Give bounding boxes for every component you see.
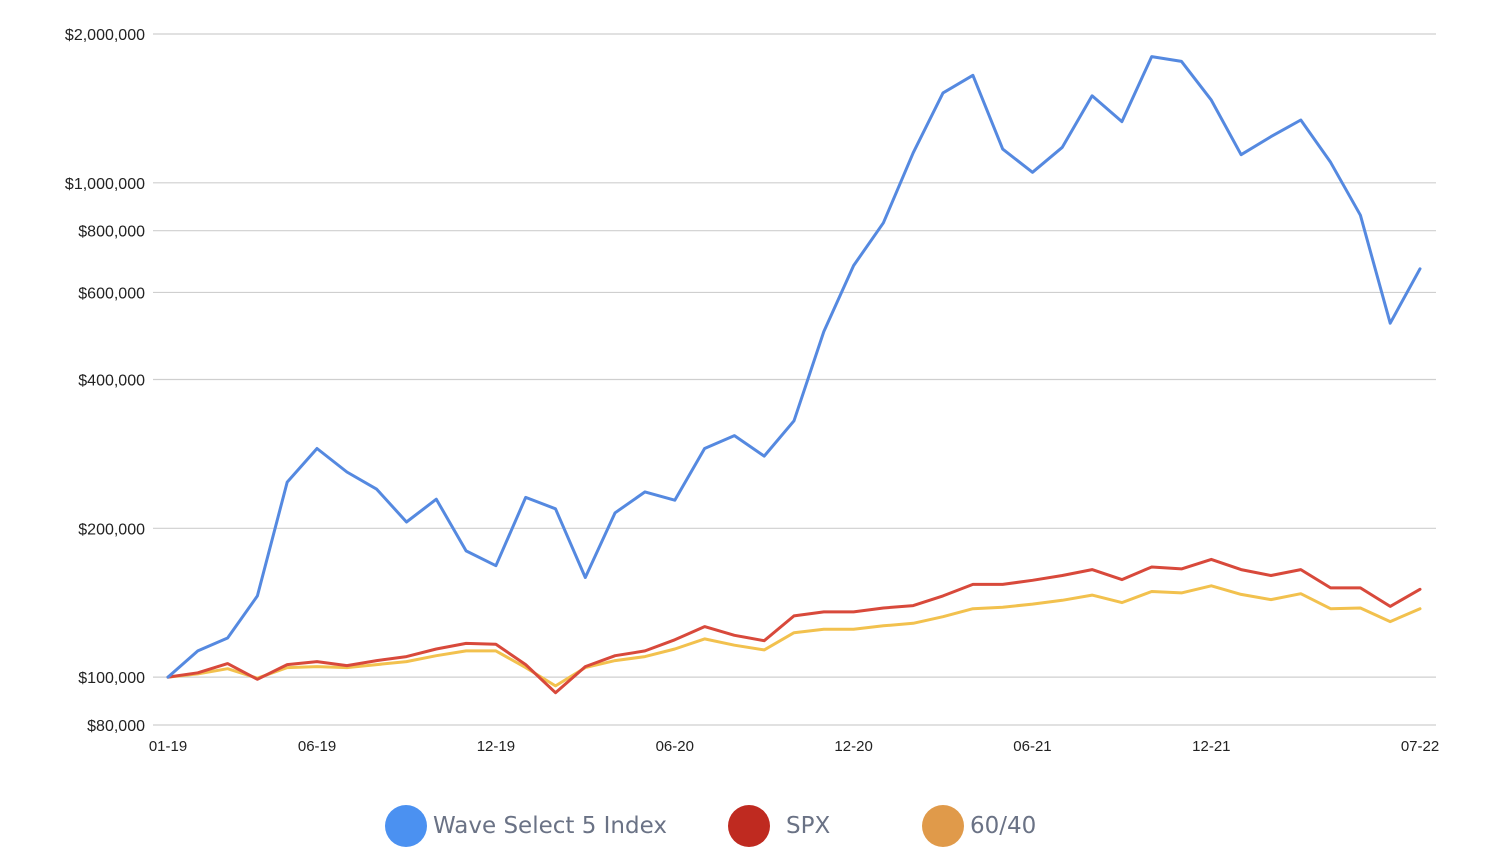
legend: Wave Select 5 Index SPX 60/40 [0, 800, 1496, 852]
line-chart: $2,000,000 $1,000,000 $800,000 $600,000 $400… [65, 27, 1439, 755]
y-tick-label: $80,000 [87, 718, 145, 735]
x-tick-label: 07-22 [1401, 738, 1439, 755]
series-line-wave-select-5-index[interactable] [166, 55, 1422, 679]
gridlines [153, 33, 1436, 726]
legend-label-spx: SPX [786, 813, 831, 839]
legend-swatch-spx [728, 805, 770, 847]
legend-item-spx[interactable]: SPX [728, 805, 830, 847]
y-tick-label: $1,000,000 [65, 176, 145, 193]
x-axis-tick-labels: 01-19 06-19 12-19 06-20 12-20 06-21 12-21 07-22 [149, 738, 1439, 755]
x-tick-label: 12-20 [834, 738, 872, 755]
series-line-spx[interactable] [166, 557, 1422, 695]
legend-item-60-40[interactable]: 60/40 [922, 805, 1036, 847]
x-tick-label: 01-19 [149, 738, 187, 755]
y-tick-label: $2,000,000 [65, 27, 145, 44]
y-tick-label: $400,000 [78, 373, 145, 390]
y-tick-label: $800,000 [78, 224, 145, 241]
legend-item-wave-select-5-index[interactable]: Wave Select 5 Index [385, 805, 667, 847]
y-axis-tick-labels: $2,000,000 $1,000,000 $800,000 $600,000 $400… [65, 27, 145, 735]
y-tick-label: $600,000 [78, 285, 145, 302]
legend-label-wave-select-5-index: Wave Select 5 Index [433, 813, 667, 839]
legend-swatch-60-40 [922, 805, 964, 847]
x-tick-label: 12-21 [1192, 738, 1230, 755]
y-tick-label: $200,000 [78, 521, 145, 538]
y-tick-label: $100,000 [78, 670, 145, 687]
x-tick-label: 06-20 [656, 738, 694, 755]
x-tick-label: 12-19 [477, 738, 515, 755]
series-lines [166, 55, 1422, 695]
x-tick-label: 06-21 [1013, 738, 1051, 755]
x-tick-label: 06-19 [298, 738, 336, 755]
legend-label-60-40: 60/40 [970, 813, 1037, 839]
series-line-60-40[interactable] [166, 584, 1422, 688]
legend-swatch-wave-select-5-index [385, 805, 427, 847]
